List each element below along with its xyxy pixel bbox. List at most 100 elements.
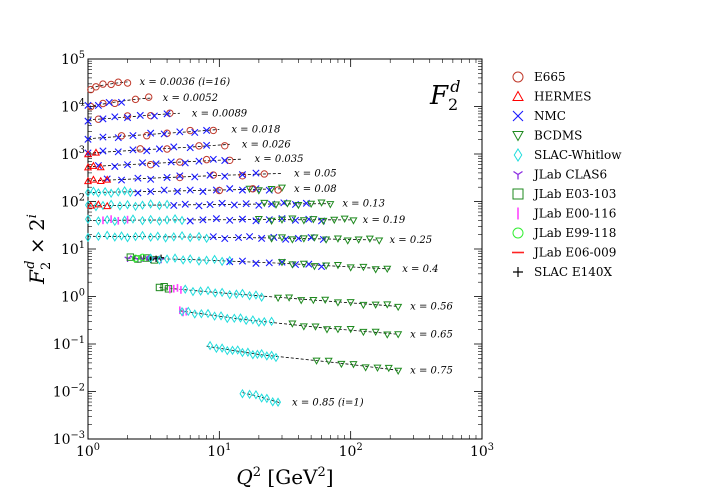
series-1: [84, 93, 153, 111]
data-point: [267, 217, 276, 226]
series-2: [84, 109, 180, 125]
data-point: [219, 287, 226, 298]
legend-label: JLab CLAS6: [532, 168, 607, 182]
data-point: [103, 201, 112, 210]
fit-line: [159, 287, 399, 307]
data-point: [288, 261, 297, 269]
series-label: x = 0.026: [242, 139, 292, 150]
legend-marker: [513, 267, 523, 277]
y-tick-label: 104: [61, 98, 85, 116]
data-point: [114, 134, 122, 142]
series-label: x = 0.035: [254, 154, 303, 165]
data-point: [162, 233, 169, 243]
data-point: [111, 113, 119, 121]
data-point: [209, 155, 217, 163]
data-point: [260, 199, 269, 208]
data-point: [340, 215, 349, 223]
data-point: [96, 176, 105, 185]
legend-marker: [513, 148, 523, 162]
x-tick-label: 101: [207, 442, 231, 460]
data-point: [199, 187, 207, 196]
data-point: [123, 161, 132, 169]
data-point: [215, 186, 224, 195]
data-point: [291, 216, 300, 224]
data-point: [383, 331, 392, 339]
data-point: [84, 117, 92, 125]
data-point: [373, 364, 382, 372]
data-point: [219, 256, 226, 267]
data-point: [147, 129, 155, 137]
data-point: [136, 111, 144, 119]
data-point: [147, 199, 154, 209]
fit-line: [87, 219, 351, 221]
data-point: [312, 357, 321, 365]
fit-line: [87, 158, 243, 168]
legend-marker: [513, 170, 523, 180]
data-point: [383, 301, 392, 309]
data-point: [85, 232, 91, 243]
data-point: [172, 253, 179, 263]
data-point: [198, 308, 205, 319]
data-point: [176, 128, 184, 136]
data-point: [310, 234, 319, 242]
data-point: [361, 364, 370, 372]
data-point: [221, 142, 229, 150]
data-point: [394, 367, 403, 376]
data-point: [274, 186, 282, 194]
data-point: [176, 173, 184, 182]
data-point: [129, 214, 136, 224]
data-point: [211, 254, 218, 265]
data-point: [333, 235, 342, 243]
series-label: x = 0.0089: [192, 108, 248, 119]
fit-line: [179, 310, 399, 335]
data-point: [155, 145, 164, 153]
legend-label: BCDMS: [534, 129, 582, 143]
series-label: x = 0.4: [402, 264, 438, 275]
series-6: [83, 169, 283, 185]
data-point: [209, 171, 218, 179]
data-point: [244, 347, 251, 357]
data-point: [95, 188, 102, 198]
data-point: [117, 98, 126, 106]
data-point: [176, 158, 184, 166]
legend-label: JLab E03-103: [532, 187, 616, 201]
legend-item: HERMES: [512, 90, 592, 104]
data-point: [258, 348, 265, 359]
data-point: [371, 301, 380, 309]
data-point: [321, 296, 330, 304]
data-point: [258, 234, 266, 242]
fit-line: [127, 257, 391, 270]
data-point: [95, 216, 102, 226]
data-point: [261, 316, 268, 327]
data-point: [211, 311, 218, 321]
legend-item: JLab E06-009: [512, 246, 616, 260]
fit-line: [87, 97, 151, 107]
x-tick-label: 102: [339, 442, 363, 460]
data-point: [83, 163, 93, 171]
data-point: [309, 296, 318, 305]
data-point: [195, 256, 202, 266]
data-point: [108, 199, 115, 210]
data-point: [167, 158, 175, 166]
data-point: [213, 343, 220, 354]
data-point: [233, 289, 240, 299]
x-axis-label: Q2 [GeV2]: [236, 465, 333, 489]
y-tick-label: 10−2: [53, 383, 85, 401]
data-point: [185, 306, 192, 317]
data-point: [195, 157, 203, 165]
data-point: [99, 147, 107, 155]
series-label: x = 0.0036 (i=16): [140, 77, 231, 88]
data-point: [349, 361, 358, 369]
data-point: [89, 175, 98, 183]
legend-item: NMC: [512, 109, 566, 123]
data-point: [138, 159, 147, 167]
data-point: [179, 306, 186, 317]
series-9: [85, 213, 358, 227]
legend-label: E665: [534, 70, 566, 84]
data-point: [123, 112, 132, 120]
data-point: [371, 328, 380, 337]
data-point: [224, 345, 231, 356]
legend-item: SLAC-Whitlow: [513, 148, 622, 162]
data-point: [103, 175, 112, 183]
data-point: [202, 155, 211, 164]
